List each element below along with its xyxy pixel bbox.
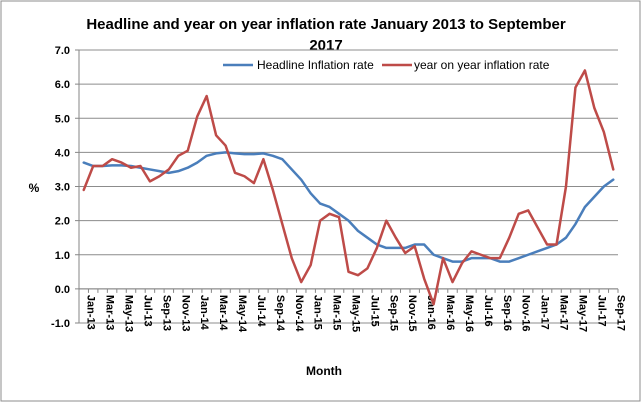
x-tick-label: Mar-15 [331, 295, 343, 330]
x-tick-label: Sep-16 [501, 295, 513, 331]
y-tick-label: 1.0 [55, 250, 70, 262]
y-axis-title: % [29, 181, 40, 195]
y-tick-label: 0.0 [55, 284, 70, 296]
legend-label-headline: Headline Inflation rate [257, 58, 374, 72]
x-tick-label: May-14 [236, 295, 248, 333]
series-lines [82, 69, 615, 306]
x-tick-label: Sep-14 [274, 295, 286, 332]
x-tick-label: Jan-15 [312, 295, 324, 330]
x-tick-label: Nov-15 [406, 295, 418, 332]
x-tick-label: Sep-17 [614, 295, 626, 331]
x-tick-label: Sep-13 [160, 295, 172, 331]
x-tick-label: Mar-16 [444, 295, 456, 330]
y-tick-label: -1.0 [51, 318, 70, 330]
legend-label-year-on-year: year on year inflation rate [414, 58, 550, 72]
x-tick-label: Jul-15 [368, 295, 380, 327]
series-line-year-on-year-inflation [82, 69, 615, 306]
x-tick-label: Jan-17 [539, 295, 551, 330]
y-axis-tick-labels: -1.0 0.0 1.0 2.0 3.0 4.0 5.0 6.0 7.0 [51, 45, 70, 330]
y-tick-label: 3.0 [55, 182, 70, 194]
x-tick-label: May-13 [123, 295, 135, 332]
x-tick-label: May-17 [576, 295, 588, 332]
y-tick-label: 4.0 [55, 147, 70, 159]
x-tick-label: Nov-14 [293, 295, 305, 333]
x-tick-label: Nov-13 [179, 295, 191, 332]
x-tick-label: Jan-13 [85, 295, 97, 330]
series-line-headline-inflation [82, 151, 615, 263]
chart-title-line-1: Headline and year on year inflation rate… [86, 16, 566, 33]
x-tick-label: Jul-13 [141, 295, 153, 327]
x-tick-label: Sep-15 [387, 295, 399, 331]
x-tick-label: Nov-16 [520, 295, 532, 332]
x-tick-label: Mar-14 [217, 295, 229, 331]
x-tick-label: Mar-17 [558, 295, 570, 330]
x-tick-label: Jul-17 [595, 295, 607, 327]
x-tick-label: May-15 [350, 295, 362, 332]
y-tick-label: 6.0 [55, 79, 70, 91]
legend: Headline Inflation rate year on year inf… [223, 58, 550, 72]
y-tick-label: 2.0 [55, 216, 70, 228]
x-tick-label: May-16 [463, 295, 475, 332]
x-tick-label: Mar-13 [104, 295, 116, 330]
y-tick-label: 5.0 [55, 113, 70, 125]
gridlines [75, 49, 618, 324]
x-tick-label: Jan-14 [198, 295, 210, 331]
x-axis-tick-labels: Jan-13 Mar-13 May-13 Jul-13 Sep-13 Nov-13 Jan-… [78, 288, 626, 333]
x-tick-label: Jul-16 [482, 295, 494, 327]
x-axis-title: Month [306, 364, 342, 378]
y-tick-label: 7.0 [55, 45, 70, 57]
x-tick-label: Jul-14 [255, 295, 267, 328]
chart-title-line-2: 2017 [309, 37, 342, 54]
